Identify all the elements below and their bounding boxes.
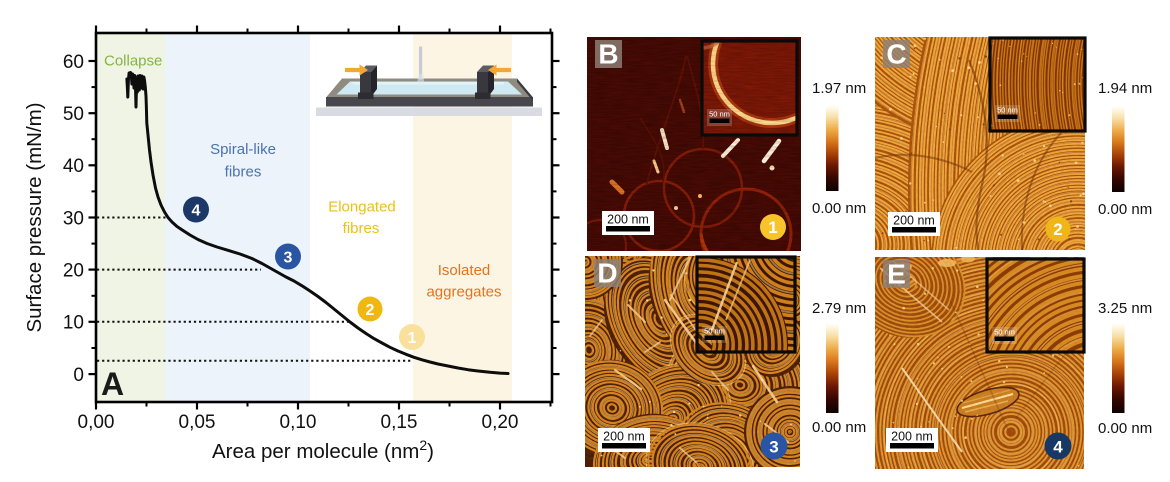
svg-text:Elongated: Elongated <box>328 199 396 216</box>
svg-text:E: E <box>887 259 906 290</box>
svg-text:200 nm: 200 nm <box>607 213 649 227</box>
svg-text:50: 50 <box>63 104 84 125</box>
svg-text:4: 4 <box>192 202 201 219</box>
svg-text:Isolated: Isolated <box>438 262 491 279</box>
svg-text:0: 0 <box>73 365 84 386</box>
svg-text:50 nm: 50 nm <box>997 106 1018 115</box>
svg-text:4: 4 <box>1053 437 1063 456</box>
svg-text:200 nm: 200 nm <box>891 430 933 444</box>
svg-text:fibres: fibres <box>225 164 262 181</box>
svg-text:2: 2 <box>1053 220 1062 239</box>
svg-text:aggregates: aggregates <box>426 284 501 301</box>
svg-text:200 nm: 200 nm <box>893 214 935 228</box>
svg-text:Surface pressure (mN/m): Surface pressure (mN/m) <box>23 102 46 332</box>
svg-text:50 nm: 50 nm <box>994 328 1015 337</box>
svg-text:3: 3 <box>284 249 293 266</box>
svg-text:0.00 nm: 0.00 nm <box>812 419 866 436</box>
svg-text:1: 1 <box>768 218 777 237</box>
svg-text:10: 10 <box>63 313 84 334</box>
svg-text:20: 20 <box>63 261 84 282</box>
svg-text:3: 3 <box>769 437 778 456</box>
svg-text:50 nm: 50 nm <box>709 110 730 119</box>
svg-text:0,15: 0,15 <box>381 412 418 433</box>
svg-text:0.00 nm: 0.00 nm <box>1098 201 1152 218</box>
svg-text:fibres: fibres <box>343 220 380 237</box>
svg-text:0,10: 0,10 <box>280 412 317 433</box>
svg-text:1.97 nm: 1.97 nm <box>812 80 866 97</box>
svg-text:Area per molecule (nm2): Area per molecule (nm2) <box>212 437 434 463</box>
svg-text:2: 2 <box>366 302 375 319</box>
svg-text:A: A <box>101 366 124 402</box>
svg-text:200 nm: 200 nm <box>603 430 645 444</box>
svg-text:1: 1 <box>408 330 417 347</box>
svg-text:0,20: 0,20 <box>482 412 519 433</box>
svg-text:0.00 nm: 0.00 nm <box>1098 420 1152 437</box>
svg-text:D: D <box>597 258 617 289</box>
svg-text:0.00 nm: 0.00 nm <box>812 200 866 217</box>
svg-text:60: 60 <box>63 52 84 73</box>
svg-text:3.25 nm: 3.25 nm <box>1098 300 1152 317</box>
svg-text:C: C <box>886 39 906 70</box>
svg-text:B: B <box>598 39 618 70</box>
svg-text:40: 40 <box>63 156 84 177</box>
svg-text:30: 30 <box>63 208 84 229</box>
svg-text:2.79 nm: 2.79 nm <box>812 300 866 317</box>
svg-text:0,00: 0,00 <box>78 412 115 433</box>
svg-text:0,05: 0,05 <box>179 412 216 433</box>
svg-text:Collapse: Collapse <box>104 53 162 70</box>
svg-text:50 nm: 50 nm <box>704 327 725 336</box>
svg-text:Spiral-like: Spiral-like <box>210 141 276 158</box>
svg-text:1.94 nm: 1.94 nm <box>1098 80 1152 97</box>
